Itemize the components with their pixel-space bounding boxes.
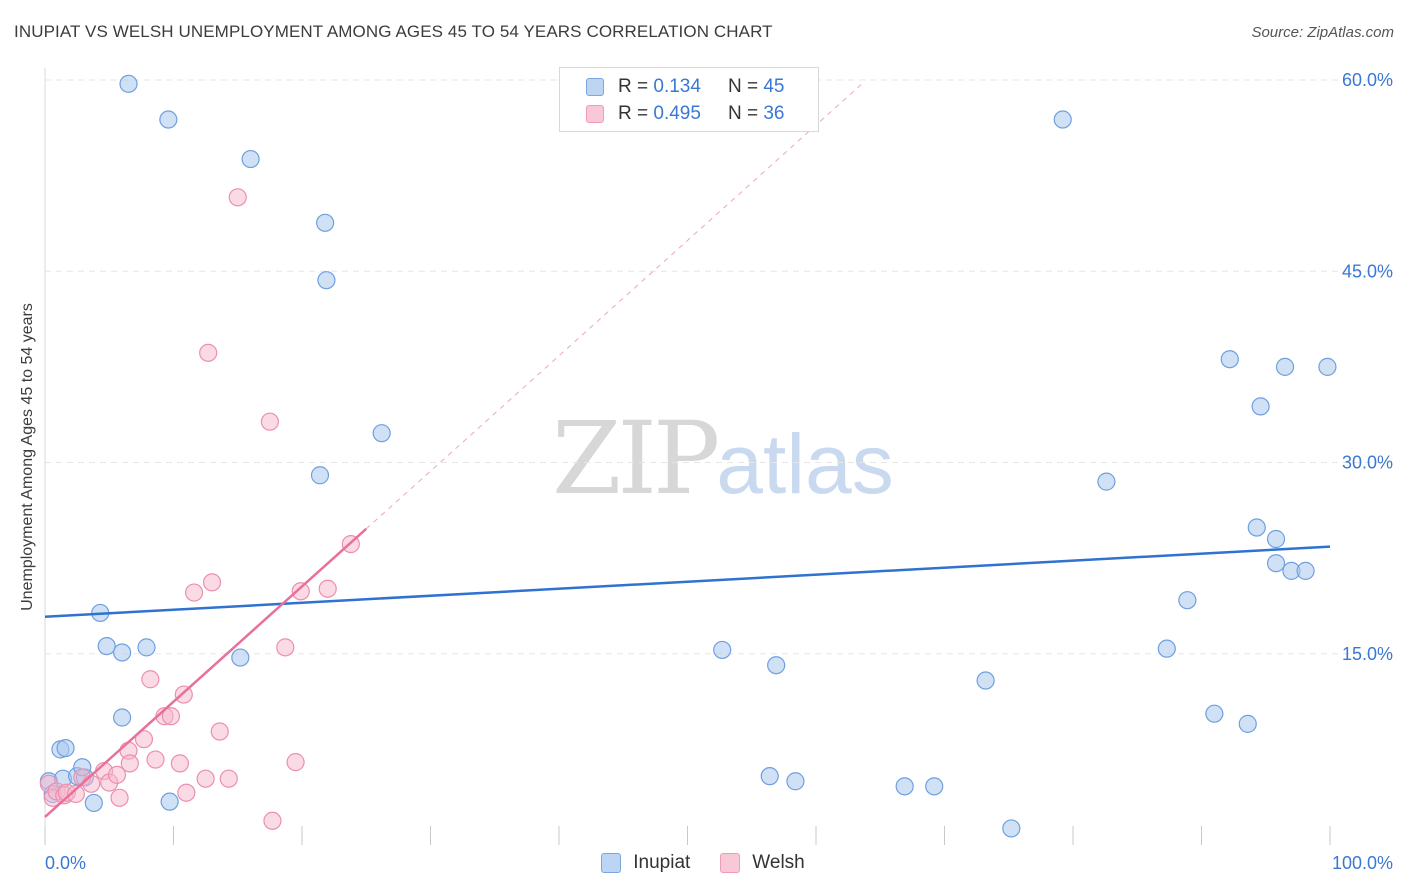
welsh-point [184,583,204,602]
inupiat-point [1247,518,1266,537]
inupiat-point [310,466,330,485]
inupiat-point [97,636,116,656]
legend-r-label: R = [618,76,649,97]
inupiat-point [1266,554,1286,573]
welsh-point [286,753,305,772]
welsh-point [291,582,310,601]
inupiat-point [112,643,132,662]
watermark-zip: ZIP [552,400,720,517]
inupiat-point [241,149,260,169]
welsh-point [107,765,127,784]
inupiat-point [1251,397,1270,416]
welsh-point [228,188,247,207]
inupiat-point [119,74,138,93]
inupiat-point [1002,819,1021,838]
zipatlas-watermark: ZIPatlas [552,400,894,517]
welsh-point [141,670,160,689]
legend-item-welsh[interactable]: Welsh [720,852,805,874]
legend-n-label: N = [727,103,759,124]
inupiat-point [1157,639,1176,658]
watermark-atlas: atlas [716,417,894,511]
legend-n-value-welsh: 36 [763,103,785,124]
inupiat-point [372,424,391,443]
legend-item-inupiat[interactable]: Inupiat [601,852,690,874]
inupiat-point [786,772,805,791]
inupiat-point [767,656,786,675]
welsh-point [210,722,229,741]
inupiat-point [231,648,250,667]
inupiat-point [1275,357,1295,376]
inupiat-point [1296,561,1315,580]
legend-r-value-inupiat: 0.134 [653,76,701,97]
inupiat-point [159,110,178,129]
correlation-legend: R = 0.134 N = 45 R = 0.495 N = 36 [559,67,819,132]
welsh-point [177,783,196,802]
inupiat-point [1178,591,1197,610]
inupiat-point [760,767,779,786]
inupiat-swatch-icon [586,78,604,96]
welsh-legend-icon [720,853,741,873]
inupiat-point [84,793,103,813]
legend-row-inupiat: R = 0.134 N = 45 [586,75,784,99]
inupiat-point [56,738,75,758]
welsh-point [219,769,238,788]
inupiat-trend-line [44,545,1331,619]
legend-n-value-inupiat: 45 [763,76,785,97]
inupiat-point [316,213,335,232]
inupiat-point [976,671,995,690]
welsh-point [196,769,215,788]
y-tick-label: 30.0% [1342,453,1393,473]
legend-label-inupiat: Inupiat [633,852,691,873]
welsh-point [120,754,139,773]
welsh-point [263,811,282,830]
inupiat-point [317,271,336,290]
legend-row-welsh: R = 0.495 N = 36 [586,102,784,126]
inupiat-point [137,638,156,657]
source-label: Source: ZipAtlas.com [1251,24,1394,41]
inupiat-point [1318,357,1337,376]
welsh-point [66,784,85,804]
chart-title: INUPIAT VS WELSH UNEMPLOYMENT AMONG AGES… [14,22,773,41]
legend-r-value-welsh: 0.495 [653,103,701,124]
y-tick-label: 45.0% [1342,261,1393,281]
welsh-point [82,774,101,793]
inupiat-point [713,640,732,660]
welsh-point [260,412,279,431]
welsh-point [202,573,222,592]
welsh-point [134,730,154,749]
y-tick-label: 60.0% [1342,70,1393,90]
inupiat-point [1266,529,1286,549]
legend-n-label: N = [727,76,759,97]
inupiat-point [1053,110,1072,129]
welsh-point [146,750,165,769]
welsh-trend-extension [365,80,866,530]
inupiat-point [160,792,179,811]
welsh-trend-line [44,527,368,818]
welsh-point [318,579,337,598]
welsh-point [199,343,218,362]
x-tick-label: 100.0% [1332,853,1393,873]
inupiat-point [895,777,914,796]
series-legend: Inupiat Welsh [0,852,1406,874]
legend-r-label: R = [618,103,649,124]
welsh-point [161,707,181,726]
legend-label-welsh: Welsh [752,852,805,873]
inupiat-point [112,708,132,727]
inupiat-point [925,777,944,796]
welsh-swatch-icon [586,105,604,123]
y-tick-label: 15.0% [1342,644,1393,664]
welsh-point [170,754,190,773]
inupiat-point [1097,472,1116,491]
x-tick-label: 0.0% [45,853,86,873]
inupiat-point [1238,714,1257,733]
welsh-point [110,788,129,807]
inupiat-legend-icon [601,853,622,873]
inupiat-point [1220,350,1239,369]
inupiat-point [1205,704,1224,723]
welsh-point [276,638,295,657]
